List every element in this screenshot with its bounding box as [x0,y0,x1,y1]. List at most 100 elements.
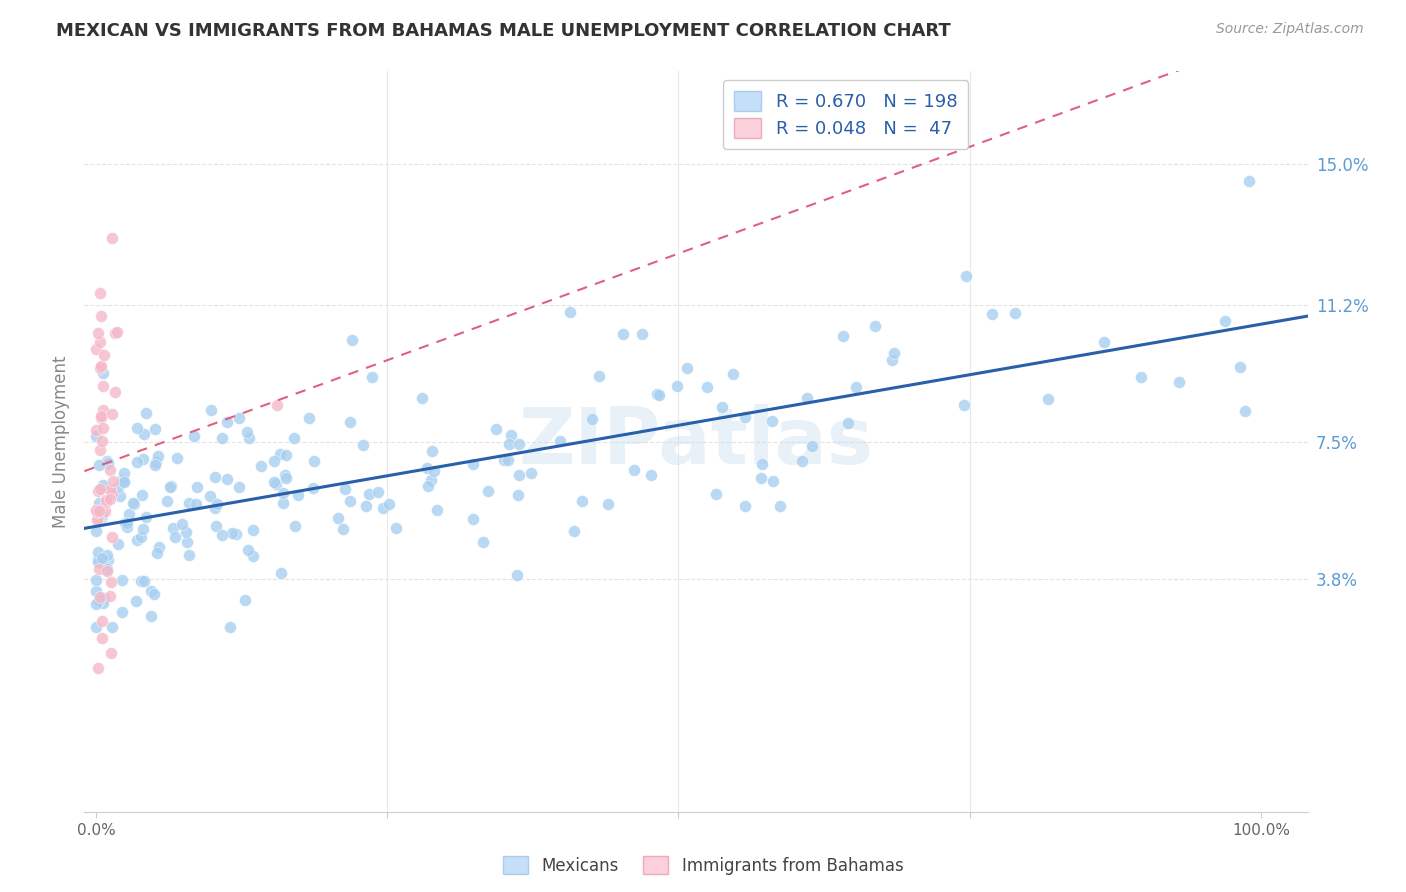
Point [96,562,118,576]
Point [287,488,309,502]
Point [111,573,134,587]
Point [1092,335,1115,350]
Point [1229,360,1251,375]
Point [205,518,228,533]
Point [100,646,122,660]
Point [101,474,124,488]
Point [276,448,298,462]
Point [90,409,112,424]
Point [631,327,654,342]
Point [204,501,226,516]
Point [796,391,818,405]
Point [981,307,1004,321]
Point [472,534,495,549]
Point [612,326,634,341]
Point [93,591,115,605]
Point [87,504,110,518]
Point [160,479,183,493]
Point [880,353,903,368]
Point [342,333,364,347]
Point [423,464,446,478]
Point [761,414,783,428]
Point [104,385,127,400]
Point [420,444,443,458]
Point [89,442,111,457]
Point [205,497,228,511]
Point [100,231,122,245]
Point [105,326,128,340]
Point [104,326,127,341]
Point [506,568,529,582]
Point [270,566,292,580]
Point [283,431,305,445]
Point [217,472,239,486]
Point [269,447,291,461]
Point [361,370,384,384]
Point [84,573,107,587]
Point [90,359,112,373]
Point [645,387,668,401]
Point [132,427,155,442]
Point [159,480,181,494]
Point [494,452,516,467]
Point [135,406,157,420]
Point [242,549,264,563]
Point [90,309,112,323]
Point [87,545,110,559]
Point [696,379,718,393]
Point [352,438,374,452]
Point [94,494,117,508]
Point [665,378,688,392]
Point [86,326,108,341]
Point [148,540,170,554]
Point [200,403,222,417]
Point [367,485,389,500]
Point [751,457,773,471]
Point [132,574,155,588]
Point [228,411,250,425]
Point [326,510,349,524]
Point [415,461,437,475]
Point [302,481,325,495]
Point [357,486,380,500]
Point [89,496,111,510]
Point [354,499,377,513]
Point [831,329,853,343]
Point [571,494,593,508]
Point [96,564,118,578]
Point [98,462,121,476]
Point [94,558,117,573]
Point [520,466,543,480]
Point [385,521,408,535]
Point [93,379,115,393]
Point [90,410,112,425]
Point [790,453,813,467]
Point [264,477,287,491]
Point [125,533,148,548]
Point [837,416,859,430]
Point [110,490,132,504]
Point [143,458,166,472]
Point [91,421,114,435]
Point [186,480,208,494]
Point [87,555,110,569]
Point [91,402,114,417]
Point [90,631,112,645]
Point [84,429,107,443]
Point [131,530,153,544]
Point [418,479,440,493]
Point [548,434,571,449]
Point [125,594,148,608]
Point [266,398,288,412]
Point [883,346,905,360]
Point [166,451,188,466]
Point [115,516,138,531]
Point [198,489,221,503]
Point [186,498,208,512]
Point [211,431,233,445]
Point [111,605,134,619]
Point [90,508,112,523]
Point [89,593,111,607]
Point [1129,370,1152,384]
Point [1036,392,1059,406]
